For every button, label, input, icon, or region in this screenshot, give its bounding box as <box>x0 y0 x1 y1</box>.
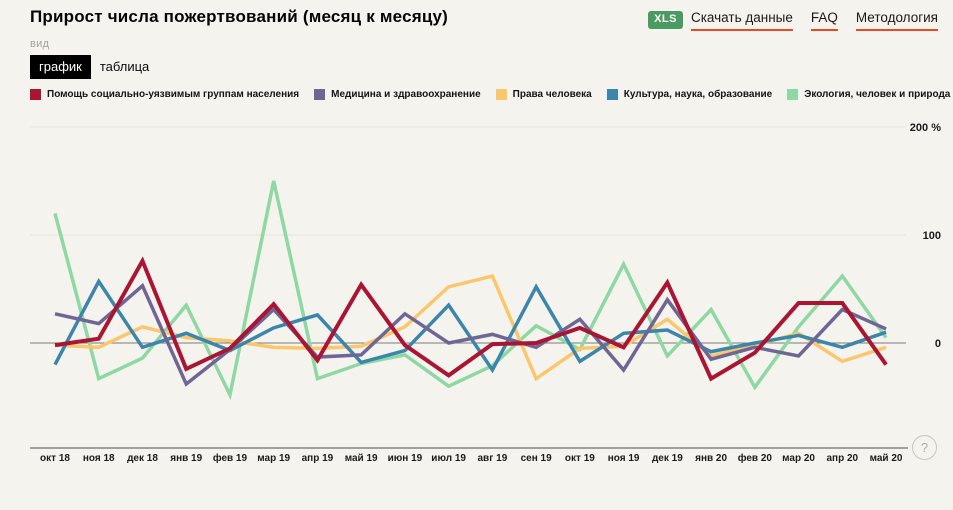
svg-text:200 %: 200 % <box>910 122 941 134</box>
chart-legend: Помощь социально-уязвимым группам населе… <box>30 89 950 100</box>
svg-text:фев 20: фев 20 <box>738 452 773 464</box>
tab-chart[interactable]: график <box>30 55 91 79</box>
legend-label: Медицина и здравоохранение <box>331 89 481 100</box>
download-data-link[interactable]: XLS Скачать данные <box>648 10 793 31</box>
svg-text:дек 18: дек 18 <box>127 453 158 464</box>
svg-text:0: 0 <box>935 338 941 350</box>
svg-text:июл 19: июл 19 <box>431 453 466 464</box>
svg-text:май 19: май 19 <box>345 453 378 464</box>
legend-swatch <box>606 89 618 100</box>
svg-text:ноя 18: ноя 18 <box>83 453 115 464</box>
legend-item-0[interactable]: Помощь социально-уязвимым группам населе… <box>30 89 299 100</box>
svg-text:апр 19: апр 19 <box>302 453 334 464</box>
methodology-link[interactable]: Методология <box>855 10 938 31</box>
legend-label: Экология, человек и природа <box>804 89 951 100</box>
legend-item-4[interactable]: Экология, человек и природа <box>787 89 950 100</box>
legend-swatch <box>787 89 799 100</box>
legend-item-1[interactable]: Медицина и здравоохранение <box>314 89 481 100</box>
help-button[interactable]: ? <box>912 435 937 460</box>
legend-label: Помощь социально-уязвимым группам населе… <box>47 89 300 100</box>
view-switcher-label: вид <box>30 38 50 50</box>
svg-text:дек 19: дек 19 <box>652 453 683 464</box>
legend-label: Права человека <box>512 89 592 100</box>
xls-badge[interactable]: XLS <box>648 11 683 30</box>
svg-text:окт 18: окт 18 <box>40 453 70 464</box>
svg-text:янв 20: янв 20 <box>695 453 727 464</box>
legend-swatch <box>495 89 507 100</box>
svg-text:янв 19: янв 19 <box>170 453 202 464</box>
svg-text:окт 19: окт 19 <box>565 453 595 464</box>
faq-link[interactable]: FAQ <box>810 10 838 31</box>
header-actions: XLS Скачать данные FAQ Методология <box>648 10 938 31</box>
svg-text:авг 19: авг 19 <box>478 453 508 464</box>
svg-text:фев 19: фев 19 <box>213 452 248 464</box>
tab-table[interactable]: таблица <box>91 55 158 79</box>
svg-text:мар 20: мар 20 <box>782 453 815 464</box>
svg-text:апр 20: апр 20 <box>827 453 859 464</box>
legend-swatch <box>30 89 41 100</box>
svg-text:ноя 19: ноя 19 <box>608 453 640 464</box>
svg-text:мар 19: мар 19 <box>257 453 290 464</box>
legend-label: Культура, наука, образование <box>623 89 773 100</box>
page-title: Прирост числа пожертвований (месяц к мес… <box>30 7 449 26</box>
svg-text:сен 19: сен 19 <box>521 453 553 464</box>
svg-text:100: 100 <box>923 230 941 242</box>
legend-item-3[interactable]: Культура, наука, образование <box>606 89 773 100</box>
legend-item-2[interactable]: Права человека <box>495 89 592 100</box>
view-switcher: график таблица <box>30 55 158 79</box>
download-data-label[interactable]: Скачать данные <box>690 10 793 31</box>
line-chart: 200 % 100 0 окт 18 ноя 18 дек 18 янв 19 фев 19 м… <box>30 122 941 464</box>
svg-text:июн 19: июн 19 <box>388 453 423 464</box>
svg-text:май 20: май 20 <box>870 453 903 464</box>
legend-swatch <box>314 89 326 100</box>
